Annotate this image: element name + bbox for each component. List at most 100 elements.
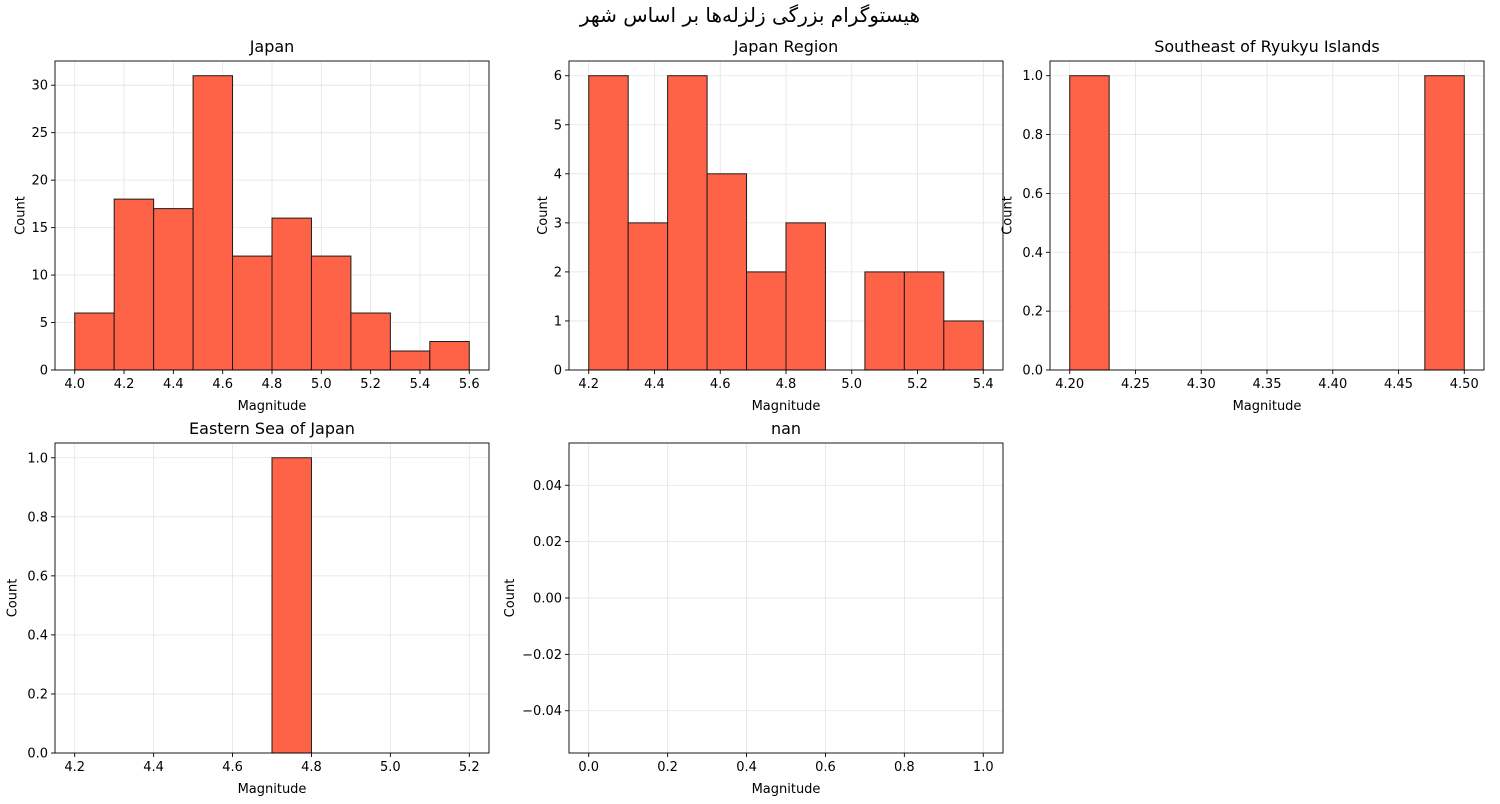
x-tick-label: 5.2 [360, 377, 381, 392]
y-tick-label: 0.0 [1022, 364, 1043, 379]
y-tick-label: 0 [554, 364, 562, 379]
x-tick-label: 4.35 [1253, 377, 1282, 392]
x-tick-label: 0.2 [657, 760, 678, 775]
y-tick-label: 3 [554, 216, 562, 231]
x-tick-label: 4.0 [64, 377, 85, 392]
y-tick-label: 0.8 [27, 510, 48, 525]
histogram-bar [429, 341, 470, 371]
y-tick-label: 15 [31, 221, 48, 236]
y-tick-label: 0.6 [27, 569, 48, 584]
histogram-bar [271, 217, 312, 371]
subplot-2: 4.2 4.4 4.6 4.8 5.0 5.2 5.4 0 1 2 3 4 5 6 Japan Region… [536, 37, 1004, 414]
histogram-bar [903, 271, 945, 371]
figure-suptitle: هیستوگرام بزرگی زلزله‌ها بر اساس شهر [579, 3, 921, 27]
x-tick-label: 4.8 [301, 760, 322, 775]
x-tick-label: 0.8 [894, 760, 915, 775]
subplot-5: 0.0 0.2 0.4 0.6 0.8 1.0 −0.04 −0.02 0.00 0.02 0.04… [503, 419, 1004, 797]
x-tick-label: 4.4 [644, 377, 665, 392]
subplot-title: Eastern Sea of Japan [189, 419, 355, 438]
y-axis-label: Count [5, 579, 20, 618]
histogram-bar [943, 320, 984, 371]
x-tick-label: 1.0 [973, 760, 994, 775]
histogram-bar [1424, 75, 1465, 371]
y-tick-label: −0.02 [522, 648, 562, 663]
y-tick-label: 0.00 [533, 592, 562, 607]
y-axis-label: Count [14, 196, 29, 235]
histogram-bar [667, 75, 708, 371]
x-tick-label: 5.2 [907, 377, 928, 392]
x-tick-label: 4.6 [710, 377, 731, 392]
axes-frame [54, 442, 490, 754]
x-tick-label: 4.2 [114, 377, 135, 392]
x-axis-label: Magnitude [752, 782, 821, 797]
x-tick-label: 5.6 [459, 377, 480, 392]
x-tick-label: 4.8 [262, 377, 283, 392]
y-tick-label: 6 [554, 69, 562, 84]
y-tick-label: 1 [554, 314, 562, 329]
histogram-bar [1069, 75, 1110, 371]
histogram-bar [389, 350, 431, 371]
y-tick-label: 2 [554, 265, 562, 280]
x-tick-label: 5.0 [311, 377, 332, 392]
x-tick-label: 5.0 [841, 377, 862, 392]
x-tick-label: 4.2 [578, 377, 599, 392]
x-tick-label: 4.40 [1318, 377, 1347, 392]
y-tick-label: 5 [554, 118, 562, 133]
subplot-3: 4.20 4.25 4.30 4.35 4.40 4.45 4.50 0.0 0.2 0.4 0.6… [1000, 37, 1485, 414]
y-tick-label: 0.2 [27, 687, 48, 702]
y-tick-label: 0.04 [533, 479, 562, 494]
y-tick-label: 0.4 [27, 628, 48, 643]
y-tick-label: 10 [31, 269, 48, 284]
x-tick-label: 4.50 [1450, 377, 1479, 392]
x-tick-label: 0.4 [736, 760, 757, 775]
y-tick-label: −0.04 [522, 704, 562, 719]
x-axis-label: Magnitude [752, 399, 821, 414]
y-axis-label: Count [503, 579, 518, 618]
y-axis-label: Count [536, 196, 551, 235]
histogram-bar [232, 255, 273, 371]
x-tick-label: 4.25 [1121, 377, 1150, 392]
y-tick-label: 0.02 [533, 535, 562, 550]
y-tick-label: 0.2 [1022, 305, 1043, 320]
y-tick-label: 4 [554, 167, 562, 182]
x-tick-label: 5.2 [459, 760, 480, 775]
histogram-bar [310, 255, 352, 371]
x-tick-label: 4.6 [222, 760, 243, 775]
x-axis-label: Magnitude [1233, 399, 1302, 414]
histogram-bar [588, 75, 629, 371]
histogram-bar [350, 312, 391, 371]
x-tick-label: 4.2 [64, 760, 85, 775]
histogram-bar [271, 457, 312, 754]
y-tick-label: 1.0 [1022, 69, 1043, 84]
x-tick-label: 4.45 [1384, 377, 1413, 392]
subplot-title: Southeast of Ryukyu Islands [1154, 37, 1380, 56]
y-tick-label: 1.0 [27, 451, 48, 466]
x-tick-label: 4.6 [212, 377, 233, 392]
histogram-bar [113, 198, 155, 371]
x-axis-label: Magnitude [238, 399, 307, 414]
x-tick-label: 4.4 [163, 377, 184, 392]
histogram-bar [74, 312, 115, 371]
y-tick-label: 30 [31, 79, 48, 94]
histogram-bar [153, 208, 194, 371]
y-tick-label: 0.6 [1022, 187, 1043, 202]
x-tick-label: 4.30 [1187, 377, 1216, 392]
x-tick-label: 0.0 [578, 760, 599, 775]
y-tick-label: 5 [40, 316, 48, 331]
y-tick-label: 0.0 [27, 747, 48, 762]
histogram-bar [864, 271, 905, 371]
histogram-bar [785, 222, 826, 371]
x-tick-label: 5.4 [973, 377, 994, 392]
subplot-title: Japan Region [733, 37, 838, 56]
x-tick-label: 4.8 [776, 377, 797, 392]
histogram-bar [627, 222, 669, 371]
x-tick-label: 0.6 [815, 760, 836, 775]
x-axis-label: Magnitude [238, 782, 307, 797]
y-tick-label: 20 [31, 174, 48, 189]
y-axis-label: Count [1000, 196, 1015, 235]
x-tick-label: 4.20 [1055, 377, 1084, 392]
histogram-bar [746, 271, 787, 371]
histogram-bar [192, 75, 234, 371]
subplot-title: nan [771, 419, 801, 438]
